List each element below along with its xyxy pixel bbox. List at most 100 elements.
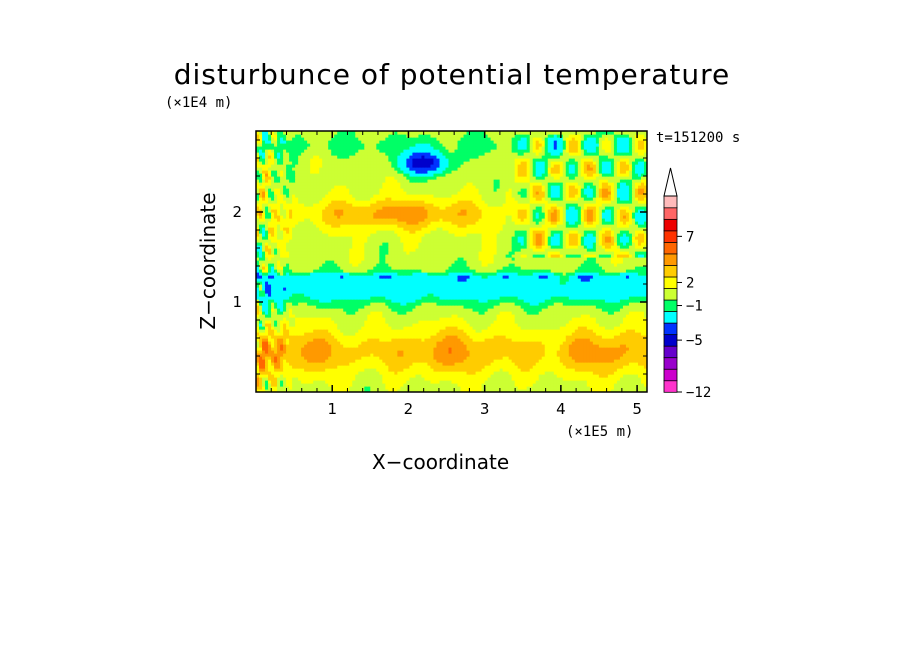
field-cell	[475, 377, 480, 381]
field-cell	[619, 311, 624, 315]
field-cell	[292, 371, 296, 375]
field-cell	[406, 326, 410, 330]
field-cell	[367, 275, 371, 279]
field-cell	[550, 308, 555, 312]
field-cell	[280, 359, 284, 363]
field-cell	[340, 302, 344, 306]
field-cell	[472, 317, 477, 321]
field-cell	[475, 293, 480, 297]
field-cell	[448, 287, 453, 291]
field-cell	[568, 332, 573, 336]
field-cell	[298, 362, 302, 366]
field-cell	[286, 374, 290, 378]
field-cell	[475, 353, 480, 357]
field-cell	[454, 281, 459, 285]
field-cell	[445, 284, 450, 288]
field-cell	[298, 323, 302, 327]
field-cell	[460, 365, 465, 369]
field-cell	[337, 281, 341, 285]
field-cell	[271, 338, 275, 342]
field-cell	[508, 329, 513, 333]
field-cell	[517, 335, 522, 339]
field-cell	[298, 293, 302, 297]
field-cell	[544, 365, 549, 369]
field-cell	[331, 305, 335, 309]
field-cell	[532, 350, 537, 354]
field-cell	[274, 302, 278, 306]
field-cell	[535, 350, 540, 354]
field-cell	[325, 275, 329, 279]
field-cell	[379, 305, 383, 309]
field-cell	[448, 290, 453, 294]
field-cell	[259, 350, 263, 354]
field-cell	[358, 293, 362, 297]
field-cell	[409, 365, 413, 369]
field-cell	[574, 380, 579, 384]
field-cell	[367, 332, 371, 336]
field-cell	[448, 299, 453, 303]
field-cell	[589, 341, 594, 345]
field-cell	[616, 344, 621, 348]
field-cell	[325, 317, 329, 321]
field-cell	[397, 284, 401, 288]
field-cell	[604, 317, 609, 321]
field-cell	[568, 341, 573, 345]
field-cell	[550, 374, 555, 378]
field-cell	[511, 356, 516, 360]
field-cell	[340, 341, 344, 345]
field-cell	[640, 356, 645, 360]
field-cell	[502, 302, 507, 306]
field-cell	[406, 311, 410, 315]
field-cell	[535, 329, 540, 333]
field-cell	[442, 296, 447, 300]
field-cell	[334, 296, 338, 300]
field-cell	[334, 383, 338, 387]
field-cell	[379, 296, 383, 300]
field-cell	[589, 350, 594, 354]
field-cell	[319, 308, 323, 312]
field-cell	[424, 347, 429, 351]
field-cell	[529, 302, 534, 306]
field-cell	[277, 365, 281, 369]
field-cell	[265, 368, 269, 372]
field-cell	[490, 380, 495, 384]
field-cell	[466, 317, 471, 321]
field-cell	[286, 320, 290, 324]
field-cell	[388, 365, 392, 369]
field-cell	[517, 362, 522, 366]
field-cell	[379, 329, 383, 333]
field-cell	[568, 335, 573, 339]
field-cell	[364, 308, 368, 312]
field-cell	[319, 329, 323, 333]
field-cell	[451, 296, 456, 300]
field-cell	[613, 356, 618, 360]
field-cell	[487, 383, 492, 387]
field-cell	[445, 323, 450, 327]
field-cell	[319, 389, 323, 392]
field-cell	[589, 383, 594, 387]
field-cell	[355, 311, 359, 315]
field-cell	[553, 296, 558, 300]
field-cell	[556, 308, 561, 312]
field-cell	[430, 308, 435, 312]
field-cell	[601, 365, 606, 369]
field-cell	[538, 362, 543, 366]
field-cell	[376, 293, 380, 297]
field-cell	[580, 290, 585, 294]
field-cell	[403, 362, 407, 366]
field-cell	[388, 338, 392, 342]
field-cell	[625, 311, 630, 315]
field-cell	[310, 383, 314, 387]
field-cell	[466, 389, 471, 392]
field-cell	[391, 353, 395, 357]
field-cell	[262, 308, 266, 312]
field-cell	[556, 314, 561, 318]
field-cell	[493, 311, 498, 315]
field-cell	[289, 371, 293, 375]
field-cell	[379, 389, 383, 392]
field-cell	[508, 311, 513, 315]
field-cell	[259, 344, 263, 348]
field-cell	[379, 356, 383, 360]
field-cell	[370, 347, 374, 351]
field-cell	[640, 344, 645, 348]
